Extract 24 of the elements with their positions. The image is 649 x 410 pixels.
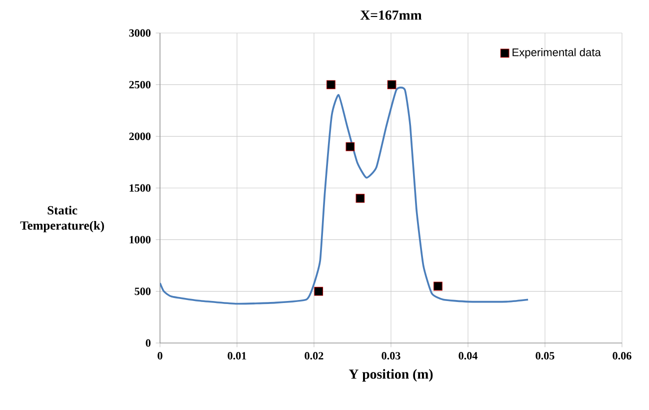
x-tick-label: 0.06 [612, 352, 632, 360]
point [434, 282, 442, 291]
point [314, 286, 324, 296]
point [356, 194, 365, 203]
y-tick-label: 0 [146, 339, 151, 347]
y-tick-label: 2000 [129, 132, 151, 140]
legend-label: Experimental data [512, 48, 601, 58]
chart-title: X=167mm [360, 10, 422, 20]
y-tick-label: 1500 [130, 184, 151, 192]
y-tick-label: 2500 [129, 80, 151, 88]
point [346, 142, 355, 152]
x-tick-label: 0 [158, 352, 162, 360]
x-tick-label: 0.01 [228, 352, 246, 360]
y-tick-label: 3000 [129, 29, 151, 37]
point [326, 80, 336, 90]
x-tick-label: 0.02 [304, 352, 324, 360]
y-axis-title: Static Temperature(k) [20, 206, 104, 232]
x-tick-label: 0.03 [382, 352, 400, 360]
x-tick-label: 0.05 [536, 352, 554, 360]
x-tick-label: 0.04 [458, 352, 478, 360]
y-tick-label: 1000 [130, 236, 151, 244]
x-axis-title: Y position (m) [348, 369, 433, 382]
y-tick-label: 500 [134, 288, 151, 296]
point [387, 80, 396, 90]
